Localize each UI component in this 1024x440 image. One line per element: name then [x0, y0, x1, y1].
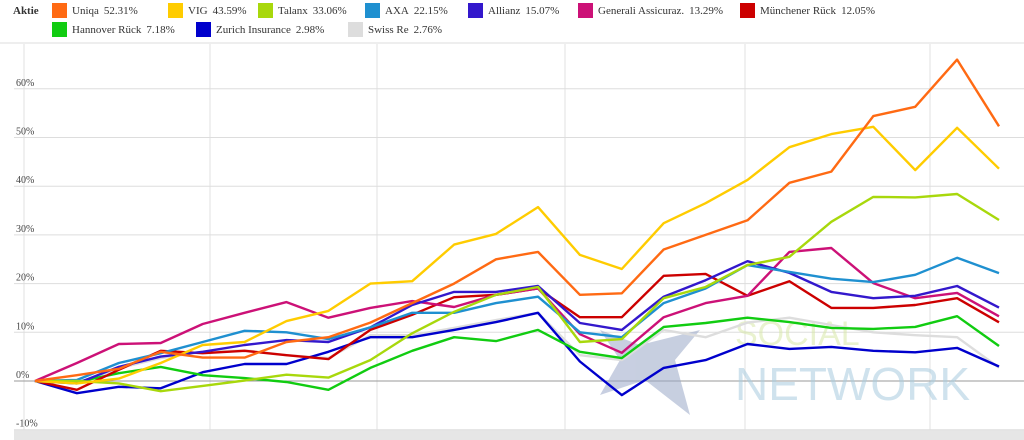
plot-top-border	[0, 42, 1024, 44]
legend-label: Generali Assicuraz.	[598, 4, 685, 17]
legend-swatch	[348, 22, 363, 37]
legend-title: Aktie	[13, 5, 39, 17]
y-tick-label: 60%	[16, 78, 34, 89]
legend-item-hannover-r-ck[interactable]: Hannover Rück 7.18%	[52, 22, 175, 37]
y-tick-label: 50%	[16, 127, 34, 138]
legend-swatch	[196, 22, 211, 37]
legend-item-vig[interactable]: VIG 43.59%	[168, 3, 246, 18]
legend-value: 2.98%	[295, 23, 325, 36]
legend-label: Uniqa	[72, 4, 99, 17]
legend-item-talanx[interactable]: Talanx 33.06%	[258, 3, 347, 18]
legend-value: 7.18%	[146, 23, 175, 36]
star-icon	[600, 330, 700, 415]
legend-label: Zurich Insurance	[216, 23, 291, 36]
watermark-text: NETWORK	[735, 358, 970, 410]
legend-swatch	[52, 22, 67, 37]
series-line-talanx[interactable]	[35, 192, 1000, 393]
legend-label: Swiss Re	[368, 23, 409, 36]
series-line-uniqa[interactable]	[34, 58, 1001, 383]
legend-label: Hannover Rück	[72, 23, 142, 36]
legend-swatch	[168, 3, 183, 18]
legend-swatch	[365, 3, 380, 18]
y-tick-label: 30%	[16, 224, 34, 235]
y-tick-label: 0%	[16, 370, 29, 381]
y-tick-label: -10%	[16, 419, 38, 430]
legend-item-allianz[interactable]: Allianz 15.07%	[468, 3, 559, 18]
legend-value: 22.15%	[413, 4, 448, 17]
legend-swatch	[52, 3, 67, 18]
series-line-hannover-r-ck[interactable]	[34, 315, 1000, 391]
y-tick-label: 20%	[16, 273, 34, 284]
legend-value: 13.29%	[689, 4, 724, 17]
legend-swatch	[258, 3, 273, 18]
legend-label: Talanx	[278, 4, 308, 17]
legend-label: VIG	[188, 4, 208, 17]
legend-label: AXA	[385, 4, 409, 17]
legend-item-uniqa[interactable]: Uniqa 52.31%	[52, 3, 138, 18]
legend: Aktie Uniqa 52.31% VIG 43.59% Talanx 33.06% AX…	[0, 0, 1024, 42]
legend-item-axa[interactable]: AXA 22.15%	[365, 3, 448, 18]
y-tick-label: 10%	[16, 321, 34, 332]
y-tick-label: 40%	[16, 175, 34, 186]
legend-value: 15.07%	[525, 4, 560, 17]
series-line-axa[interactable]	[34, 256, 1000, 383]
series-line-allianz[interactable]	[34, 260, 1000, 385]
legend-item-m-nchener-r-ck[interactable]: Münchener Rück 12.05%	[740, 3, 875, 18]
plot-scrollbar[interactable]	[14, 430, 1024, 440]
legend-value: 33.06%	[312, 4, 347, 17]
legend-swatch	[468, 3, 483, 18]
legend-value: 12.05%	[841, 4, 875, 17]
legend-swatch	[578, 3, 593, 18]
legend-item-zurich-insurance[interactable]: Zurich Insurance 2.98%	[196, 22, 324, 37]
legend-item-swiss-re[interactable]: Swiss Re 2.76%	[348, 22, 442, 37]
legend-value: 2.76%	[413, 23, 443, 36]
legend-label: Allianz	[488, 4, 521, 17]
series-line-vig[interactable]	[34, 125, 1000, 385]
legend-label: Münchener Rück	[760, 4, 837, 17]
legend-swatch	[740, 3, 755, 18]
legend-item-generali-assicuraz-[interactable]: Generali Assicuraz. 13.29%	[578, 3, 723, 18]
legend-value: 43.59%	[212, 4, 247, 17]
legend-value: 52.31%	[103, 4, 138, 17]
